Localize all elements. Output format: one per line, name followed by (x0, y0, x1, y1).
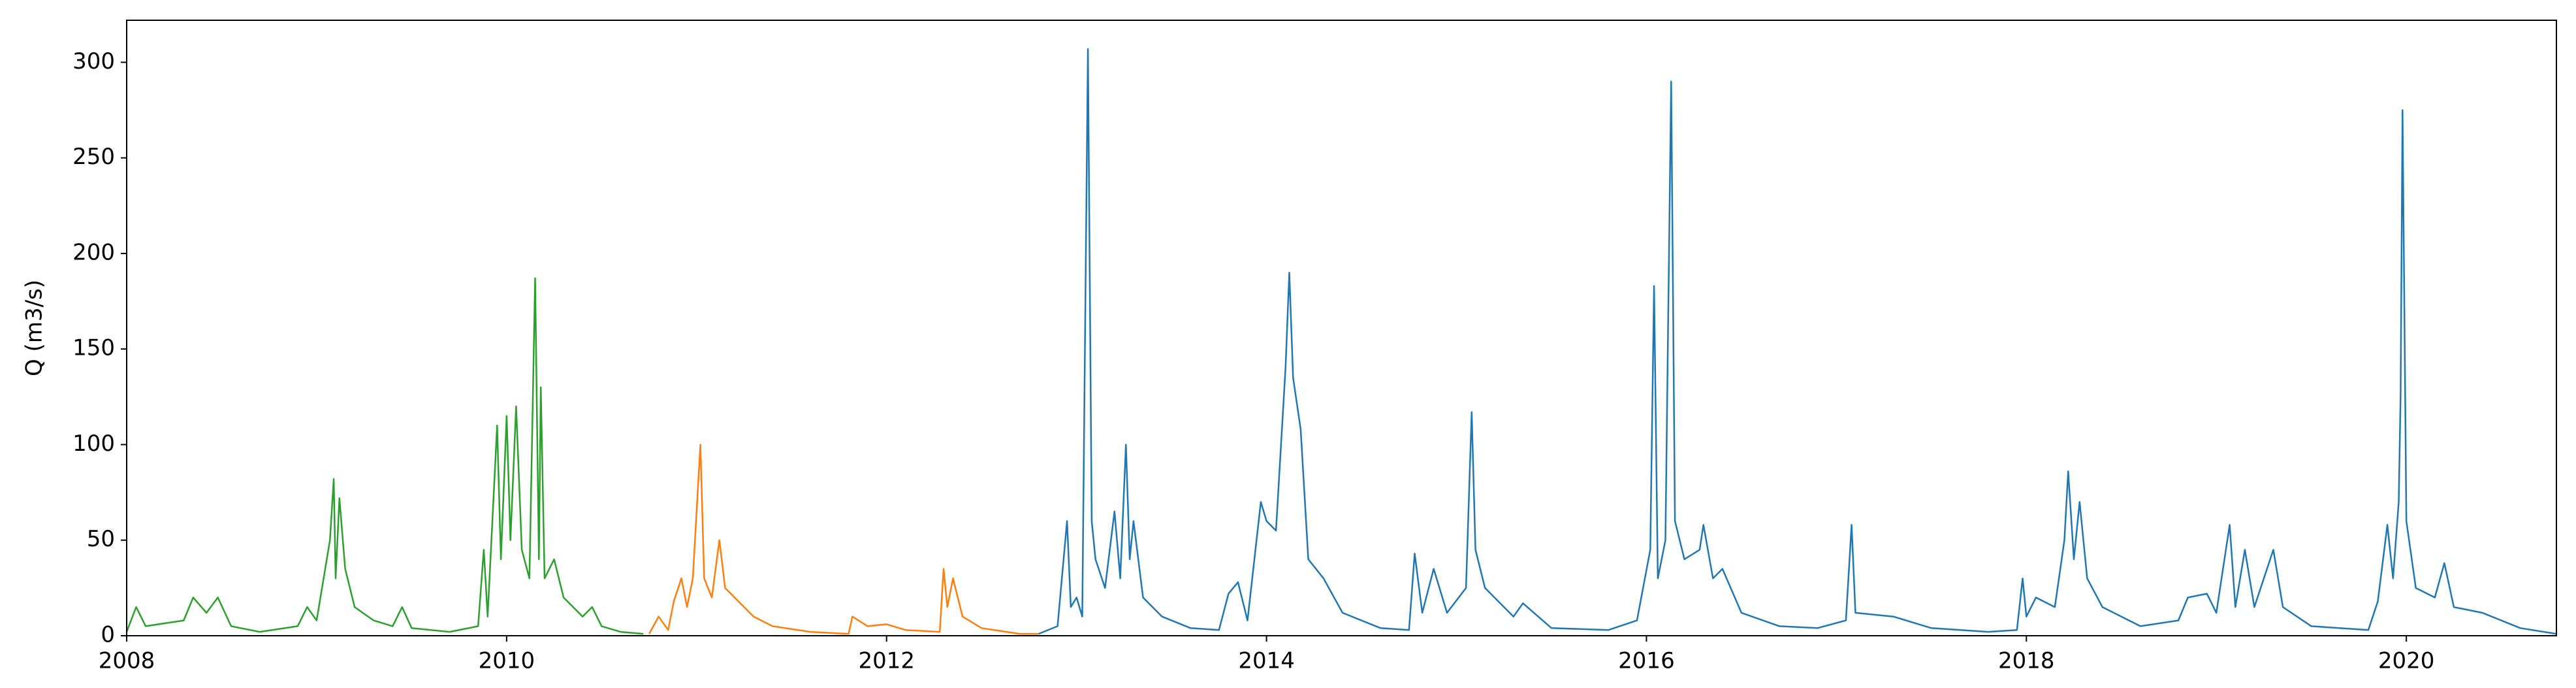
y-tick-label: 250 (72, 144, 115, 170)
x-tick-label: 2008 (99, 648, 155, 674)
series-line (125, 277, 644, 635)
y-tick-label: 100 (72, 431, 115, 457)
x-tick-label: 2020 (2378, 648, 2435, 674)
x-tick-label: 2010 (479, 648, 535, 674)
x-tick-label: 2014 (1238, 648, 1295, 674)
y-tick-label: 150 (72, 335, 115, 361)
series-line (648, 444, 1039, 635)
y-axis-label: Q (m3/s) (22, 280, 48, 376)
y-tick-label: 300 (72, 48, 115, 74)
y-tick-label: 200 (72, 239, 115, 265)
y-tick-label: 0 (101, 622, 115, 648)
series-line (1038, 48, 2557, 635)
x-tick-label: 2016 (1618, 648, 1675, 674)
x-tick-label: 2012 (858, 648, 915, 674)
x-tick-label: 2018 (1998, 648, 2055, 674)
plot-frame (126, 20, 2557, 636)
y-tick-label: 50 (87, 526, 115, 552)
